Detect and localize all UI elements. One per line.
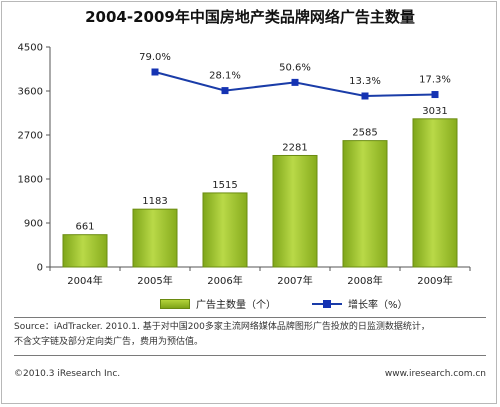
divider-bottom: [14, 355, 486, 356]
x-tick-label: 2009年: [417, 274, 452, 287]
legend-swatch-line: [312, 299, 342, 309]
bar-value-label: 2281: [282, 142, 307, 153]
copyright-text: ©2010.3 iResearch Inc.: [14, 369, 121, 379]
growth-point: [221, 87, 229, 95]
legend-label-line: 增长率（%）: [348, 300, 408, 311]
growth-label: 13.3%: [349, 76, 381, 87]
legend-item-bar: 广告主数量（个）: [160, 296, 276, 311]
x-tick-label: 2006年: [207, 274, 242, 287]
growth-point: [361, 92, 369, 100]
x-tick-label: 2007年: [277, 274, 312, 287]
x-tick-label: 2005年: [137, 274, 172, 287]
bar: [132, 208, 178, 268]
legend-swatch-bar: [160, 298, 190, 309]
source-line-2: 不含文字链及部分定向类广告，费用为预估值。: [14, 337, 204, 347]
axes: 0 900 1800 2700 3600 4500 2004年 2005年 2006年 2007年…: [18, 43, 471, 287]
x-tick-label: 2008年: [347, 274, 382, 287]
source-line-1: Source：iAdTracker. 2010.1. 基于对中国200多家主流网…: [14, 322, 430, 332]
bar: [272, 154, 318, 268]
bar-value-label: 1515: [212, 180, 237, 191]
legend-label-bar: 广告主数量（个）: [196, 300, 276, 311]
growth-label: 50.6%: [279, 62, 311, 73]
bar-value-label: 2585: [352, 128, 377, 139]
y-tick-label: 0: [37, 263, 43, 274]
footer: ©2010.3 iResearch Inc. www.iresearch.com…: [14, 369, 486, 379]
bar: [342, 140, 388, 268]
growth-line: 79.0% 28.1% 50.6% 13.3% 17.3%: [139, 52, 451, 100]
divider-top: [14, 317, 486, 318]
bar: [412, 118, 458, 268]
source-note: Source：iAdTracker. 2010.1. 基于对中国200多家主流网…: [14, 320, 488, 350]
bar-value-label: 661: [75, 222, 94, 233]
growth-point: [291, 78, 299, 86]
y-tick-label: 3600: [18, 87, 43, 98]
y-tick-label: 4500: [18, 43, 43, 54]
bar-value-label: 3031: [422, 106, 447, 117]
growth-point: [151, 68, 159, 76]
growth-point: [431, 91, 439, 99]
y-tick-label: 2700: [18, 131, 43, 142]
y-tick-label: 1800: [18, 175, 43, 186]
growth-label: 79.0%: [139, 52, 171, 63]
x-tick-label: 2004年: [67, 274, 102, 287]
y-tick-label: 900: [24, 219, 43, 230]
bars: 661 1183 1515 2281 2585 3031: [62, 106, 458, 268]
legend-item-line: 增长率（%）: [312, 296, 408, 311]
growth-label: 17.3%: [419, 75, 451, 86]
website-link[interactable]: www.iresearch.com.cn: [384, 369, 486, 379]
growth-label: 28.1%: [209, 71, 241, 82]
bar: [62, 234, 108, 268]
chart-title: 2004-2009年中国房地产类品牌网络广告主数量: [85, 8, 415, 26]
chart-plot: 0 900 1800 2700 3600 4500 2004年 2005年 2006年 2007年…: [18, 43, 471, 287]
bar-value-label: 1183: [142, 196, 167, 207]
legend: 广告主数量（个） 增长率（%）: [160, 296, 444, 311]
bar: [202, 192, 248, 268]
